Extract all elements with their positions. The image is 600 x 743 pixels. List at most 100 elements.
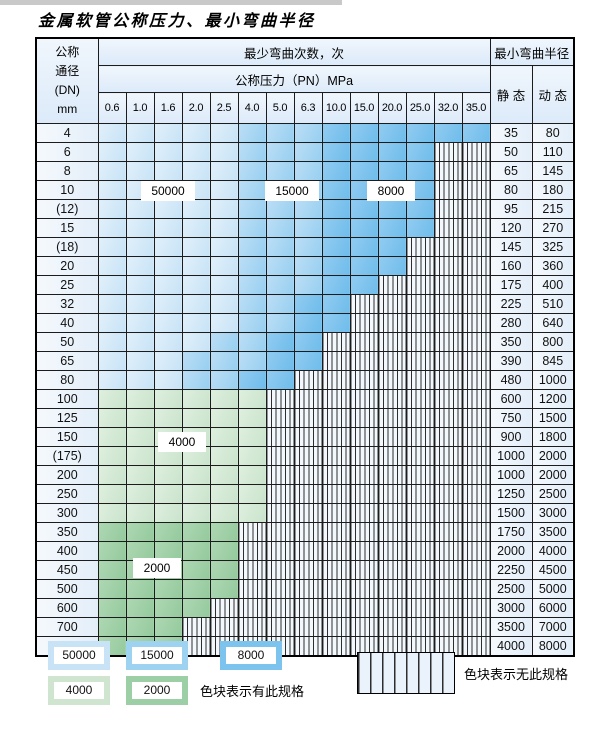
table-row: 25 175 400 bbox=[35, 275, 575, 295]
no-spec-cell bbox=[237, 560, 267, 580]
dn-header-line: mm bbox=[57, 102, 78, 116]
pressure-header: 公称压力（PN）MPa bbox=[97, 65, 491, 93]
no-spec-cell bbox=[321, 598, 351, 618]
spec-cell-50000 bbox=[125, 294, 155, 314]
spec-cell-15000 bbox=[265, 218, 295, 238]
spec-cell-50000 bbox=[97, 142, 127, 162]
spec-cell-15000 bbox=[265, 256, 295, 276]
spec-cell-50000 bbox=[181, 275, 211, 295]
static-radius-value: 65 bbox=[489, 161, 533, 181]
no-spec-cell bbox=[461, 503, 491, 523]
spec-cell-50000 bbox=[181, 332, 211, 352]
no-spec-cell bbox=[321, 389, 351, 409]
dn-value: 4 bbox=[35, 123, 99, 143]
spec-cell-4000 bbox=[237, 389, 267, 409]
no-spec-cell bbox=[433, 617, 463, 637]
no-spec-cell bbox=[321, 427, 351, 447]
spec-cell-50000 bbox=[153, 218, 183, 238]
dn-value: (18) bbox=[35, 237, 99, 257]
static-radius-value: 175 bbox=[489, 275, 533, 295]
spec-cell-8000 bbox=[377, 161, 407, 181]
spec-cell-8000 bbox=[405, 218, 435, 238]
dynamic-radius-value: 2000 bbox=[531, 446, 575, 466]
no-spec-cell bbox=[377, 332, 407, 352]
no-spec-cell bbox=[377, 560, 407, 580]
no-spec-cell bbox=[293, 427, 323, 447]
spec-cell-50000 bbox=[97, 256, 127, 276]
no-spec-cell bbox=[209, 598, 239, 618]
spec-cell-50000 bbox=[181, 313, 211, 333]
spec-cell-8000 bbox=[377, 142, 407, 162]
no-spec-cell bbox=[433, 142, 463, 162]
no-spec-cell bbox=[433, 598, 463, 618]
no-spec-cell bbox=[321, 332, 351, 352]
table-row: 40 280 640 bbox=[35, 313, 575, 333]
scan-edge-strip bbox=[0, 0, 342, 5]
no-spec-cell bbox=[209, 617, 239, 637]
zone-label-2000: 2000 bbox=[133, 558, 181, 578]
pressure-column-header: 10.0 bbox=[321, 92, 351, 124]
spec-cell-2000 bbox=[209, 522, 239, 542]
no-spec-cell bbox=[377, 541, 407, 561]
spec-cell-8000 bbox=[349, 142, 379, 162]
no-spec-cell bbox=[461, 446, 491, 466]
pressure-column-header: 1.6 bbox=[153, 92, 183, 124]
legend-no-spec-text: 色块表示无此规格 bbox=[464, 667, 569, 682]
no-spec-cell bbox=[321, 503, 351, 523]
no-spec-cell bbox=[377, 598, 407, 618]
spec-cell-2000 bbox=[209, 579, 239, 599]
spec-cell-2000 bbox=[97, 522, 127, 542]
no-spec-cell bbox=[433, 446, 463, 466]
static-radius-value: 750 bbox=[489, 408, 533, 428]
spec-cell-2000 bbox=[97, 598, 127, 618]
no-spec-cell bbox=[377, 294, 407, 314]
pressure-column-header: 1.0 bbox=[125, 92, 155, 124]
no-spec-cell bbox=[265, 541, 295, 561]
spec-cell-50000 bbox=[153, 294, 183, 314]
no-spec-cell bbox=[405, 617, 435, 637]
spec-cell-4000 bbox=[153, 389, 183, 409]
spec-cell-15000 bbox=[237, 199, 267, 219]
no-spec-cell bbox=[405, 427, 435, 447]
spec-cell-50000 bbox=[125, 237, 155, 257]
spec-cell-15000 bbox=[237, 123, 267, 143]
no-spec-cell bbox=[349, 636, 379, 657]
spec-cell-50000 bbox=[97, 294, 127, 314]
dn-value: 700 bbox=[35, 617, 99, 637]
table-row: 200 1000 2000 bbox=[35, 465, 575, 485]
no-spec-cell bbox=[461, 199, 491, 219]
spec-cell-8000 bbox=[433, 123, 463, 143]
no-spec-cell bbox=[461, 617, 491, 637]
spec-cell-50000 bbox=[153, 351, 183, 371]
dynamic-radius-value: 4500 bbox=[531, 560, 575, 580]
spec-cell-2000 bbox=[209, 560, 239, 580]
no-spec-cell bbox=[433, 351, 463, 371]
no-spec-cell bbox=[321, 351, 351, 371]
spec-cell-8000 bbox=[321, 142, 351, 162]
legend-swatch-4000: 4000 bbox=[48, 676, 110, 705]
no-spec-cell bbox=[405, 370, 435, 390]
dynamic-radius-value: 8000 bbox=[531, 636, 575, 657]
spec-cell-4000 bbox=[153, 484, 183, 504]
spec-cell-4000 bbox=[209, 484, 239, 504]
zone-label-4000: 4000 bbox=[158, 432, 206, 452]
spec-cell-15000 bbox=[293, 237, 323, 257]
no-spec-cell bbox=[321, 617, 351, 637]
no-spec-cell bbox=[433, 237, 463, 257]
spec-cell-50000 bbox=[153, 123, 183, 143]
dn-value: 65 bbox=[35, 351, 99, 371]
no-spec-cell bbox=[433, 256, 463, 276]
no-spec-cell bbox=[377, 522, 407, 542]
dn-header-line: 公称 bbox=[55, 45, 80, 59]
no-spec-cell bbox=[433, 389, 463, 409]
spec-cell-2000 bbox=[97, 541, 127, 561]
no-spec-cell bbox=[349, 560, 379, 580]
spec-cell-15000 bbox=[293, 218, 323, 238]
no-spec-cell bbox=[461, 408, 491, 428]
table-row: 250 1250 2500 bbox=[35, 484, 575, 504]
static-radius-value: 35 bbox=[489, 123, 533, 143]
static-radius-value: 145 bbox=[489, 237, 533, 257]
no-spec-cell bbox=[349, 427, 379, 447]
static-radius-value: 600 bbox=[489, 389, 533, 409]
spec-cell-2000 bbox=[125, 541, 155, 561]
